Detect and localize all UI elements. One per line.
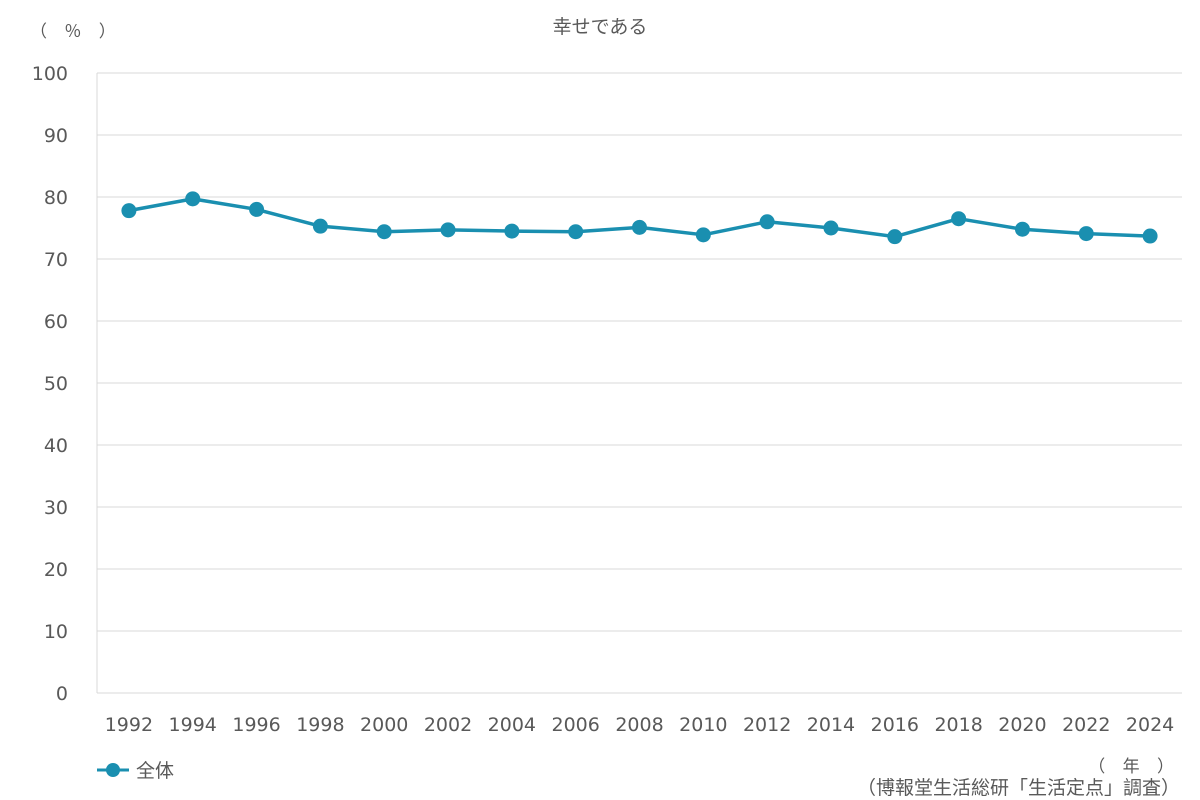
x-tick-label-2022: 2022 [1062,714,1110,736]
data-point-2006 [568,224,584,240]
data-point-2004 [504,223,520,239]
y-tick-label-60: 60 [44,311,68,333]
data-point-2020 [1014,221,1030,237]
source-note: （博報堂生活総研「生活定点」調査） [856,777,1180,799]
x-tick-label-1992: 1992 [105,714,153,736]
data-point-2000 [376,224,392,240]
y-tick-label-10: 10 [44,621,68,643]
data-point-2016 [887,229,903,245]
x-tick-label-2004: 2004 [488,714,536,736]
x-tick-label-2008: 2008 [615,714,663,736]
y-tick-label-90: 90 [44,125,68,147]
x-tick-label-2000: 2000 [360,714,408,736]
x-tick-label-1998: 1998 [296,714,344,736]
y-tick-label-80: 80 [44,187,68,209]
x-tick-label-2020: 2020 [998,714,1046,736]
chart-title: 幸せである [552,16,648,38]
data-point-2024 [1142,228,1158,244]
y-tick-label-40: 40 [44,435,68,457]
data-point-1996 [249,201,265,217]
x-tick-label-2018: 2018 [934,714,982,736]
x-axis-unit-label: （ 年 ） [1088,757,1180,777]
data-point-2002 [440,222,456,238]
y-tick-label-20: 20 [44,559,68,581]
data-point-2014 [823,220,839,236]
data-point-1994 [185,191,201,207]
legend: 全体 [96,756,174,783]
data-point-2008 [632,219,647,235]
x-tick-label-2002: 2002 [424,714,472,736]
x-tick-label-2016: 2016 [871,714,919,736]
x-tick-label-2024: 2024 [1126,714,1174,736]
y-tick-label-50: 50 [44,373,68,395]
legend-label-all: 全体 [136,760,175,782]
data-point-2022 [1078,226,1094,242]
legend-marker [97,762,129,777]
y-tick-label-30: 30 [44,497,68,519]
y-tick-label-0: 0 [56,683,68,705]
data-point-2018 [951,211,967,227]
y-tick-label-100: 100 [32,63,68,85]
data-point-1998 [312,218,328,234]
x-tick-label-2014: 2014 [807,714,855,736]
x-tick-label-1994: 1994 [169,714,217,736]
data-point-1992 [121,203,137,219]
data-point-2012 [759,214,775,230]
x-tick-label-1996: 1996 [232,714,280,736]
x-tick-label-2006: 2006 [551,714,599,736]
data-point-2010 [695,227,711,243]
x-tick-label-2010: 2010 [679,714,727,736]
y-tick-label-70: 70 [44,249,68,271]
y-axis-unit-label: （ ％ ） [30,22,122,42]
x-tick-label-2012: 2012 [743,714,791,736]
